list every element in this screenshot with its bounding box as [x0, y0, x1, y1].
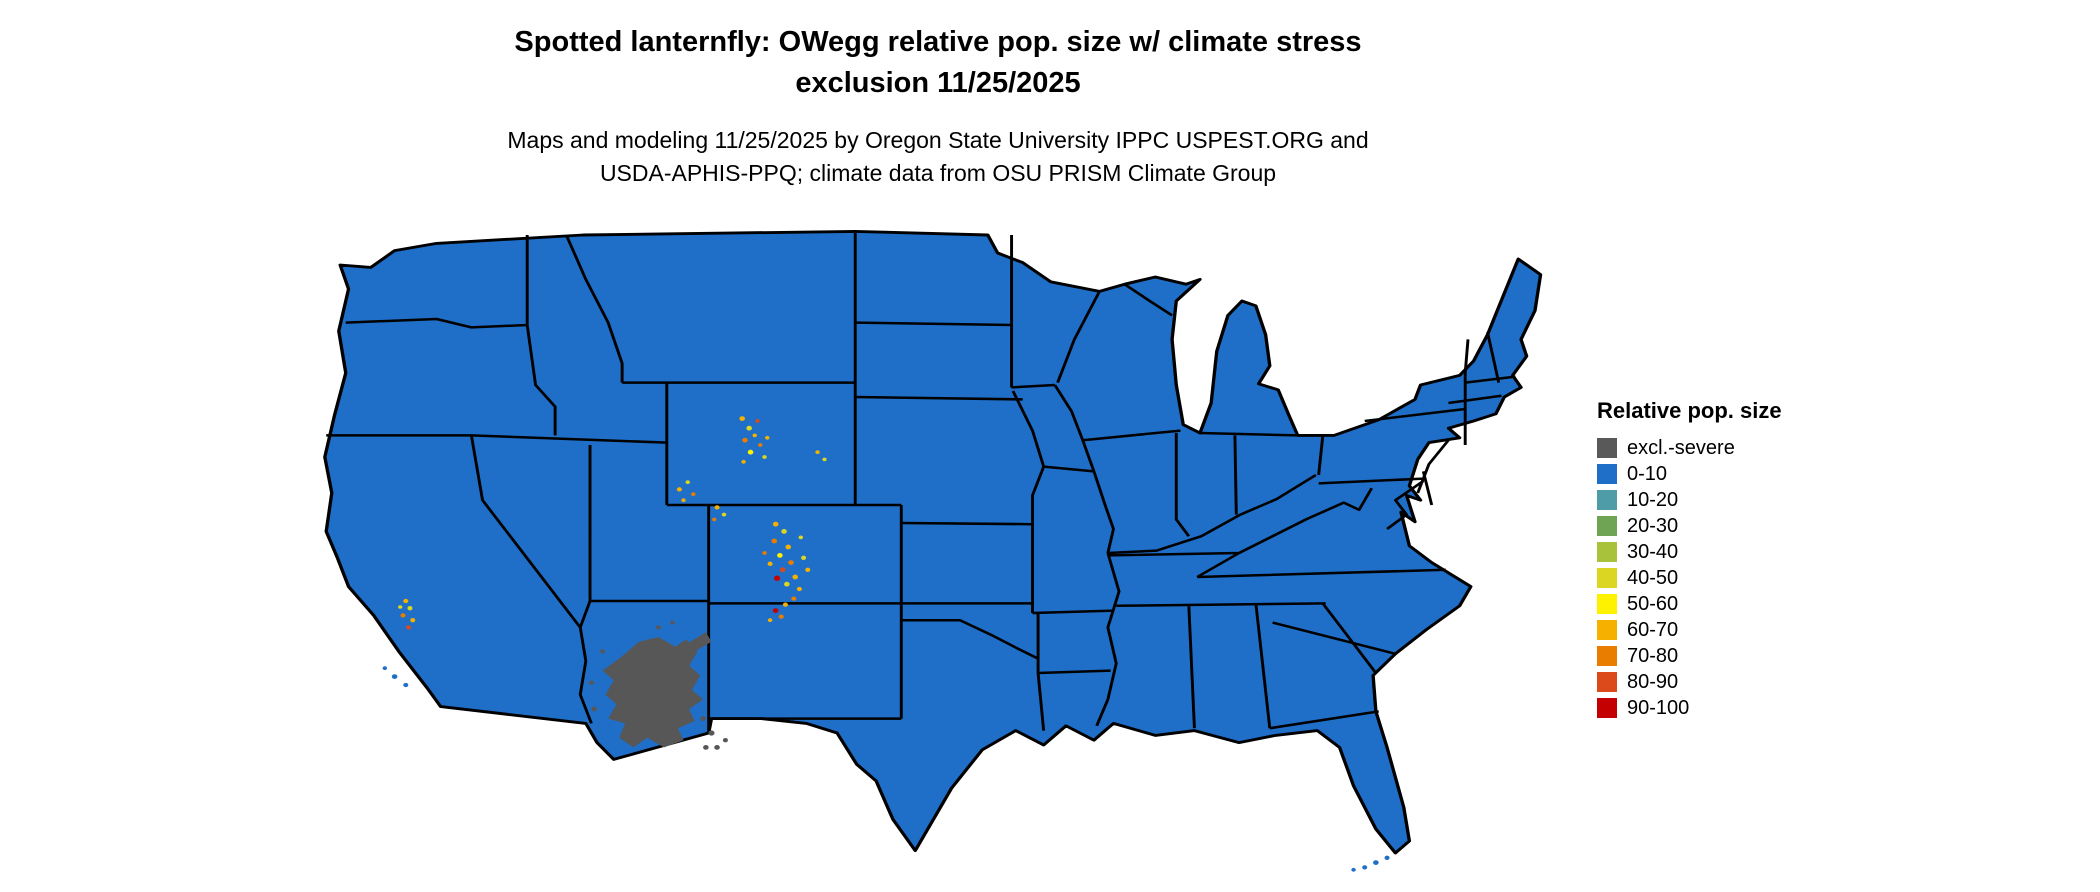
legend-label: 60-70 — [1627, 619, 1679, 641]
legend-label: 80-90 — [1627, 671, 1679, 693]
legend-item: 80-90 — [1597, 672, 1857, 692]
legend-label: 70-80 — [1627, 645, 1679, 667]
legend-label: 90-100 — [1627, 697, 1690, 719]
legend-item: excl.-severe — [1597, 438, 1857, 458]
legend-label: 50-60 — [1627, 593, 1679, 615]
legend-item: 30-40 — [1597, 542, 1857, 562]
attribution-subtitle: Maps and modeling 11/25/2025 by Oregon S… — [507, 127, 1369, 187]
legend-swatch-50-60 — [1597, 594, 1617, 614]
state-borders-east — [1187, 331, 1516, 730]
legend-label: 40-50 — [1627, 567, 1679, 589]
legend-swatch-40-50 — [1597, 568, 1617, 588]
state-borders-central — [855, 235, 1326, 731]
hotspot-speckles — [398, 416, 827, 630]
legend-swatch-excl-severe — [1597, 438, 1617, 458]
us-map — [323, 229, 1543, 872]
legend-label: 0-10 — [1627, 463, 1668, 485]
legend-swatch-0-10 — [1597, 464, 1617, 484]
legend-item: 90-100 — [1597, 698, 1857, 718]
legend-item: 50-60 — [1597, 594, 1857, 614]
excluded-area-arizona — [588, 620, 728, 750]
legend-item: 60-70 — [1597, 620, 1857, 640]
legend-item: 20-30 — [1597, 516, 1857, 536]
legend-item: 40-50 — [1597, 568, 1857, 588]
legend-swatch-80-90 — [1597, 672, 1617, 692]
legend-swatch-10-20 — [1597, 490, 1617, 510]
legend-items: excl.-severe 0-10 10-20 20-30 30-40 40-5… — [1597, 438, 1857, 718]
page-title: Spotted lanternfly: OWegg relative pop. … — [514, 26, 1362, 99]
legend-swatch-30-40 — [1597, 542, 1617, 562]
legend-swatch-60-70 — [1597, 620, 1617, 640]
legend-item: 0-10 — [1597, 464, 1857, 484]
legend-item: 70-80 — [1597, 646, 1857, 666]
legend-swatch-70-80 — [1597, 646, 1617, 666]
legend-label: 20-30 — [1627, 515, 1679, 537]
map-region — [262, 205, 1602, 892]
legend-item: 10-20 — [1597, 490, 1857, 510]
coastal-islands — [382, 666, 1390, 872]
legend-swatch-90-100 — [1597, 698, 1617, 718]
legend-swatch-20-30 — [1597, 516, 1617, 536]
legend-label: 10-20 — [1627, 489, 1679, 511]
state-borders-west — [326, 231, 903, 735]
legend-label: excl.-severe — [1627, 437, 1735, 459]
legend-title: Relative pop. size — [1597, 398, 1782, 423]
legend: Relative pop. size excl.-severe 0-10 10-… — [1597, 398, 1857, 718]
legend-label: 30-40 — [1627, 541, 1679, 563]
